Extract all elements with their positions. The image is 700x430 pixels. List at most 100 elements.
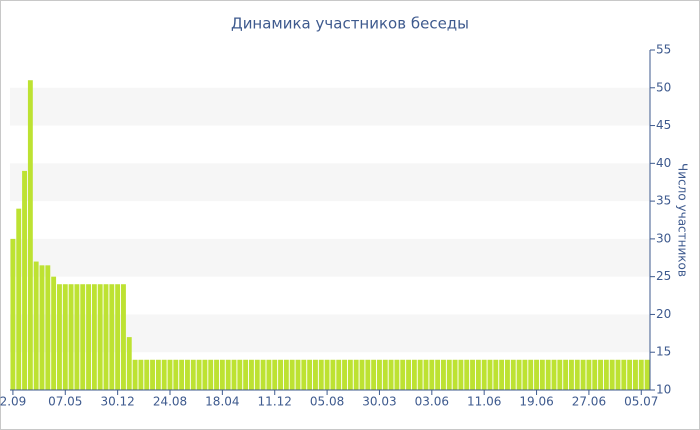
bar — [569, 359, 574, 390]
bar — [318, 359, 324, 390]
bar — [22, 170, 27, 390]
y-tick-label: 50 — [656, 80, 671, 94]
bar — [16, 208, 22, 390]
bar — [347, 359, 353, 390]
bar — [441, 359, 446, 390]
bar — [237, 359, 243, 390]
x-tick-label: 30.03 — [362, 395, 396, 409]
grid-band — [10, 87, 650, 126]
bar — [103, 284, 109, 390]
bar — [446, 359, 452, 390]
bar — [534, 359, 539, 390]
bar — [278, 359, 283, 390]
bar — [249, 359, 254, 390]
bar — [592, 359, 598, 390]
bar — [283, 359, 289, 390]
bar — [260, 359, 266, 390]
bar — [109, 284, 115, 390]
bar — [406, 359, 411, 390]
bar — [377, 359, 382, 390]
y-tick-label: 40 — [656, 156, 671, 170]
x-tick-label: 30.12 — [100, 395, 134, 409]
bar — [621, 359, 627, 390]
bar — [80, 284, 86, 390]
bar — [330, 359, 336, 390]
bar — [470, 359, 475, 390]
x-tick-label: 05.08 — [310, 395, 344, 409]
bar — [458, 359, 464, 390]
bar — [254, 359, 260, 390]
y-tick-label: 45 — [656, 118, 671, 132]
bar — [586, 359, 592, 390]
bar — [324, 359, 330, 390]
bar — [481, 359, 487, 390]
x-tick-label: 07.05 — [48, 395, 82, 409]
bar — [598, 359, 603, 390]
bar — [86, 284, 91, 390]
bar — [580, 359, 586, 390]
x-tick-label: 19.06 — [519, 395, 553, 409]
bar — [10, 238, 16, 390]
bar — [475, 359, 481, 390]
y-tick-label: 55 — [656, 43, 671, 57]
bar — [499, 359, 505, 390]
bar — [371, 359, 377, 390]
bar — [161, 359, 167, 390]
bar — [138, 359, 144, 390]
bar — [144, 359, 150, 390]
bar — [272, 359, 278, 390]
bar — [219, 359, 225, 390]
y-tick-label: 30 — [656, 231, 671, 245]
bar — [243, 359, 249, 390]
bar — [382, 359, 388, 390]
bar — [121, 284, 126, 390]
bar — [313, 359, 318, 390]
y-tick-label: 35 — [656, 194, 671, 208]
bar — [359, 359, 365, 390]
bar — [91, 284, 97, 390]
bar — [231, 359, 237, 390]
x-tick-label: 2.09 — [0, 395, 26, 409]
bar — [57, 284, 62, 390]
bar — [400, 359, 406, 390]
x-tick-label: 27.06 — [572, 395, 606, 409]
bar — [603, 359, 609, 390]
x-tick-label: 24.08 — [153, 395, 187, 409]
bar — [167, 359, 173, 390]
bar — [45, 265, 51, 390]
bar — [126, 337, 132, 390]
bar — [173, 359, 179, 390]
y-tick-label: 15 — [656, 345, 671, 359]
bar — [627, 359, 633, 390]
bar — [522, 359, 528, 390]
bar — [493, 359, 499, 390]
x-tick-label: 11.06 — [467, 395, 501, 409]
bar — [435, 359, 441, 390]
bar — [487, 359, 493, 390]
y-tick-label: 20 — [656, 307, 671, 321]
bar — [452, 359, 458, 390]
bar — [505, 359, 510, 390]
chart-title: Динамика участников беседы — [231, 15, 469, 33]
bar — [295, 359, 301, 390]
bar — [74, 284, 80, 390]
bar — [510, 359, 516, 390]
bar — [196, 359, 202, 390]
bar — [225, 359, 231, 390]
bar — [266, 359, 272, 390]
bar — [97, 284, 103, 390]
bar — [33, 261, 39, 390]
y-tick-label: 10 — [656, 383, 671, 397]
bar — [307, 359, 313, 390]
bar — [644, 359, 650, 390]
grid-band — [10, 238, 650, 277]
bar — [411, 359, 417, 390]
y-axis-label: Число участников — [676, 163, 690, 277]
bar — [342, 359, 347, 390]
bar — [301, 359, 307, 390]
x-tick-label: 03.06 — [415, 395, 449, 409]
bar — [557, 359, 563, 390]
bar — [51, 276, 57, 390]
x-tick-label: 18.04 — [205, 395, 239, 409]
bar — [539, 359, 545, 390]
